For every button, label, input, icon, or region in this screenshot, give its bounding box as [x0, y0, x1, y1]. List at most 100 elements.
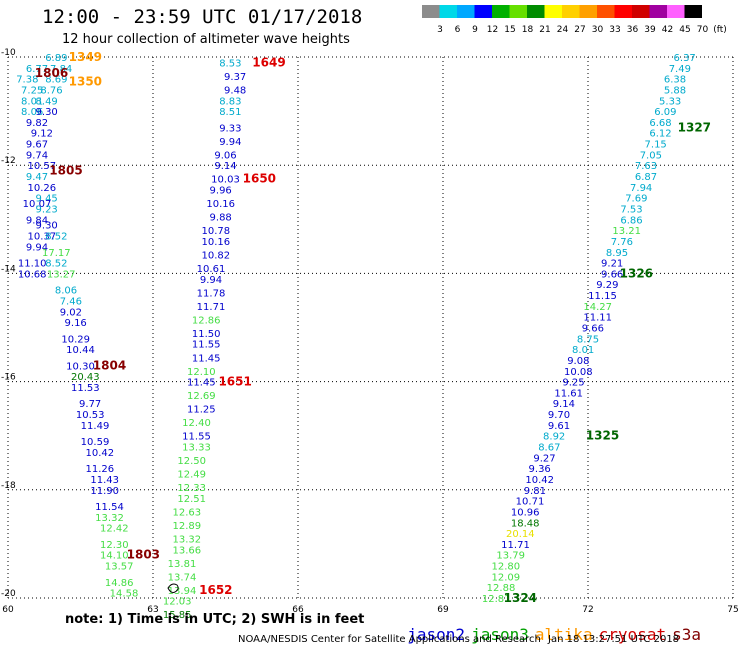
- wave-height-label: 13.81: [168, 559, 197, 570]
- satellite-track: 6.896.77 7.847.38 8.697.258.768.018.498.06…: [16, 53, 138, 600]
- pass-time-label: 1651: [218, 375, 251, 389]
- wave-height-label: 7.49: [669, 64, 691, 75]
- wave-height-label: 10.53: [76, 410, 105, 421]
- wave-height-label: 6.87: [635, 172, 657, 183]
- wave-height-label: 12.10: [187, 367, 216, 378]
- wave-height-label: 14.27: [583, 302, 612, 313]
- color-scale-label: 33: [609, 25, 620, 35]
- wave-height-label: 8.83: [219, 96, 241, 107]
- color-scale-label: 36: [627, 25, 639, 35]
- wave-height-label: 14.10: [100, 551, 129, 562]
- wave-height-label: 13.21: [612, 226, 641, 237]
- wave-height-label: 11.55: [192, 340, 221, 351]
- wave-height-label: 8.69: [45, 75, 67, 86]
- wave-height-label: 12.86: [192, 315, 221, 326]
- wave-height-label: 10.42: [86, 448, 115, 459]
- x-tick-label: 72: [582, 605, 593, 615]
- color-scale-label: 6: [455, 25, 461, 35]
- color-swatch: [527, 5, 545, 18]
- wave-height-label: 7.25: [21, 85, 43, 96]
- pass-time-label: 1324: [504, 591, 537, 605]
- wave-height-label: 12.40: [182, 418, 211, 429]
- color-swatch: [474, 5, 492, 18]
- color-scale-label: 15: [504, 25, 515, 35]
- wave-height-label: 6.37: [674, 53, 696, 64]
- x-tick-label: 69: [437, 605, 449, 615]
- wave-height-label: 9.77: [79, 399, 101, 410]
- y-tick-label: -14: [1, 264, 16, 274]
- wave-height-label: 6.77: [26, 64, 48, 75]
- wave-height-label: 12.69: [187, 391, 216, 402]
- wave-height-label: 6.68: [649, 118, 671, 129]
- wave-height-label: 13.57: [105, 562, 134, 573]
- wave-height-label: 15.85: [163, 610, 192, 621]
- wave-height-label: 10.07: [23, 199, 52, 210]
- chart-title: 12:00 - 23:59 UTC 01/17/2018: [42, 6, 363, 28]
- wave-height-label: 12.80: [492, 562, 521, 573]
- x-tick-label: 63: [147, 605, 158, 615]
- wave-height-label: 11.11: [583, 313, 612, 324]
- legend-jason2: jason2: [407, 625, 466, 644]
- wave-height-label: 8.52: [45, 259, 67, 270]
- pass-time-label: 1326: [620, 266, 653, 280]
- wave-height-label: 9.94: [219, 137, 241, 148]
- wave-height-label: 7.05: [640, 150, 662, 161]
- wave-height-label: 10.29: [61, 334, 90, 345]
- wave-height-label: 14.86: [105, 578, 134, 589]
- wave-height-label: 10.08: [564, 367, 593, 378]
- wave-height-label: 8.75: [577, 334, 599, 345]
- wave-height-label: 8.53: [219, 58, 241, 69]
- wave-height-label: 8.51: [219, 107, 241, 118]
- wave-height-label: 9.45: [36, 194, 58, 205]
- wave-height-label: 9.47: [26, 172, 48, 183]
- wave-height-label: 10.16: [202, 237, 231, 248]
- color-scale-label: 12: [487, 25, 498, 35]
- y-tick-label: -20: [1, 589, 16, 599]
- wave-height-label: 7.69: [625, 194, 647, 205]
- wave-height-label: 9.12: [31, 129, 53, 140]
- color-swatch: [422, 5, 440, 18]
- x-tick-label: 75: [727, 605, 738, 615]
- wave-height-label: 10.37: [28, 232, 57, 243]
- color-scale-label: 42: [662, 25, 673, 35]
- color-swatch: [684, 5, 702, 18]
- wave-height-label: 11.10: [18, 259, 47, 270]
- wave-height-label: 9.66: [582, 324, 604, 335]
- wave-height-label: 12.03: [163, 597, 192, 608]
- color-swatch: [562, 5, 580, 18]
- wave-height-label: 9.29: [596, 280, 618, 291]
- wave-height-label: 12.89: [173, 521, 202, 532]
- wave-height-label: 11.71: [197, 302, 226, 313]
- color-swatch: [632, 5, 650, 18]
- wave-height-label: 9.81: [524, 486, 546, 497]
- pass-time-label: 1652: [199, 583, 232, 597]
- credit-text: NOAA/NESDIS Center for Satellite Applica…: [238, 634, 541, 645]
- wave-height-label: 9.94: [200, 275, 222, 286]
- wave-height-label: 9.84: [26, 215, 48, 226]
- color-swatch: [439, 5, 457, 18]
- wave-height-label: 6.38: [664, 75, 686, 86]
- color-scale-label: 24: [557, 25, 569, 35]
- wave-height-label: 9.88: [210, 213, 232, 224]
- wave-height-label: 9.96: [210, 186, 232, 197]
- wave-height-label: 9.14: [214, 161, 236, 172]
- wave-height-label: 7.15: [645, 140, 667, 151]
- wave-height-label: 13.27: [47, 269, 76, 280]
- wave-height-label: 11.90: [90, 486, 119, 497]
- wave-height-label: 9.06: [214, 150, 236, 161]
- wave-height-label: 9.23: [36, 204, 58, 215]
- pass-time-label: 1650: [243, 172, 276, 186]
- wave-height-label: 10.26: [28, 183, 57, 194]
- legend-jason3: jason3: [471, 625, 529, 644]
- wave-height-label: 11.45: [187, 378, 216, 389]
- wave-height-label: 11.54: [95, 502, 124, 513]
- wave-height-label: 10.30: [66, 361, 95, 372]
- wave-height-label: 6.86: [620, 215, 642, 226]
- color-scale-label: 70: [697, 25, 709, 35]
- wave-height-label: 8.52: [45, 232, 67, 243]
- wave-height-label: 9.74: [26, 150, 48, 161]
- wave-height-label: 8.67: [538, 443, 560, 454]
- x-tick-label: 66: [292, 605, 304, 615]
- y-tick-label: -16: [1, 373, 16, 383]
- color-scale-label: 21: [539, 25, 550, 35]
